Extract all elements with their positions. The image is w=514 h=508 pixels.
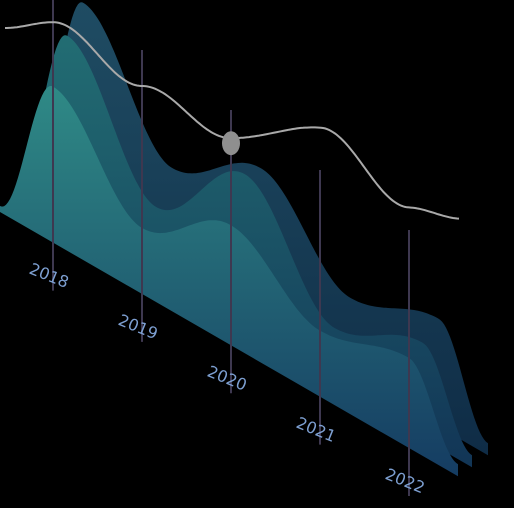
trend-group — [5, 21, 460, 220]
tick-label-2021: 2021 — [294, 413, 339, 446]
tick-label-2020: 2020 — [205, 362, 250, 395]
ridge-series-1 — [0, 86, 458, 477]
tick-label-2018: 2018 — [27, 259, 72, 292]
gridlines — [52, 0, 410, 496]
tick-label-2019: 2019 — [116, 310, 161, 343]
ridge-layers — [0, 2, 488, 477]
tick-label-2022: 2022 — [383, 464, 428, 497]
highlight-marker — [222, 131, 240, 156]
